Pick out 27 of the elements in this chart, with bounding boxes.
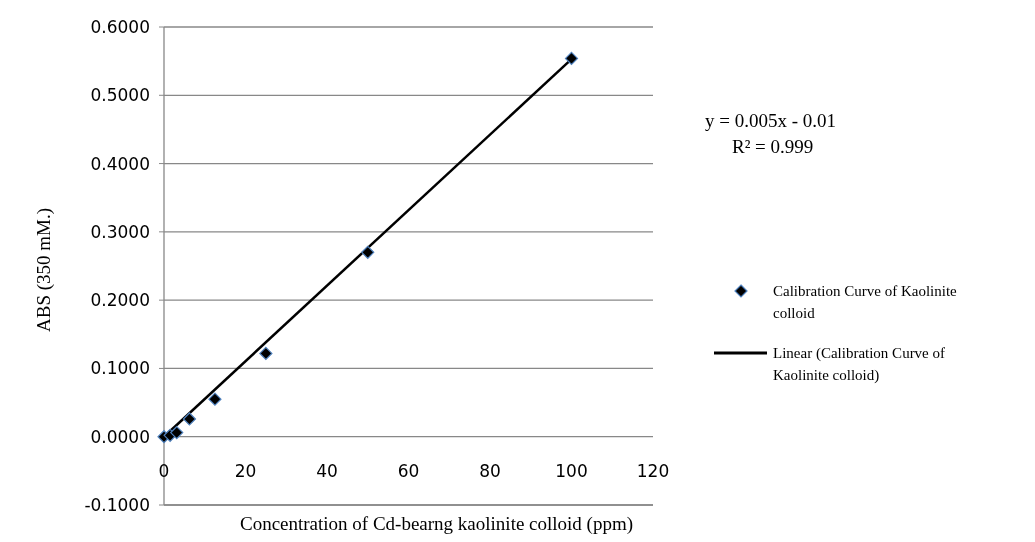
y-tick-label: 0.1000 — [90, 358, 150, 379]
text: y = 0.005x - 0.01 — [705, 110, 837, 131]
x-tick-label: 100 — [555, 460, 588, 481]
y-tick-label: 0.5000 — [90, 85, 150, 106]
point — [361, 245, 375, 259]
text: R² = 0.999 — [732, 136, 814, 157]
point — [564, 51, 579, 66]
y-tick-label: 0.6000 — [90, 16, 150, 37]
x-tick-label: 120 — [636, 460, 670, 481]
point — [259, 346, 273, 361]
y-tick-label: 0.2000 — [90, 290, 150, 311]
x-axis-title: Concentration of Cd-bearng kaolinite colloid (ppm) — [239, 513, 634, 535]
point — [182, 412, 197, 426]
legend-label: Calibration Curve of Kaolinite colloid — [773, 283, 958, 321]
x-tick-label: 20 — [234, 460, 257, 481]
y-tick-label: 0.3000 — [90, 221, 150, 242]
x-tick-label: 40 — [316, 460, 338, 481]
legend-label: Linear (Calibration Curve of Kaolinite colloid) — [773, 345, 946, 384]
point — [208, 392, 222, 406]
x-tick-label: 60 — [397, 460, 420, 481]
y-axis-title: ABS (350 mM.) — [33, 207, 55, 333]
y-tick-label: -0.1000 — [84, 494, 150, 515]
x-tick-label: 0 — [158, 460, 170, 481]
y-tick-label: 0.4000 — [90, 153, 150, 174]
point — [170, 426, 184, 440]
x-tick-label: 80 — [479, 460, 501, 481]
y-tick-label: 0.0000 — [90, 426, 150, 447]
